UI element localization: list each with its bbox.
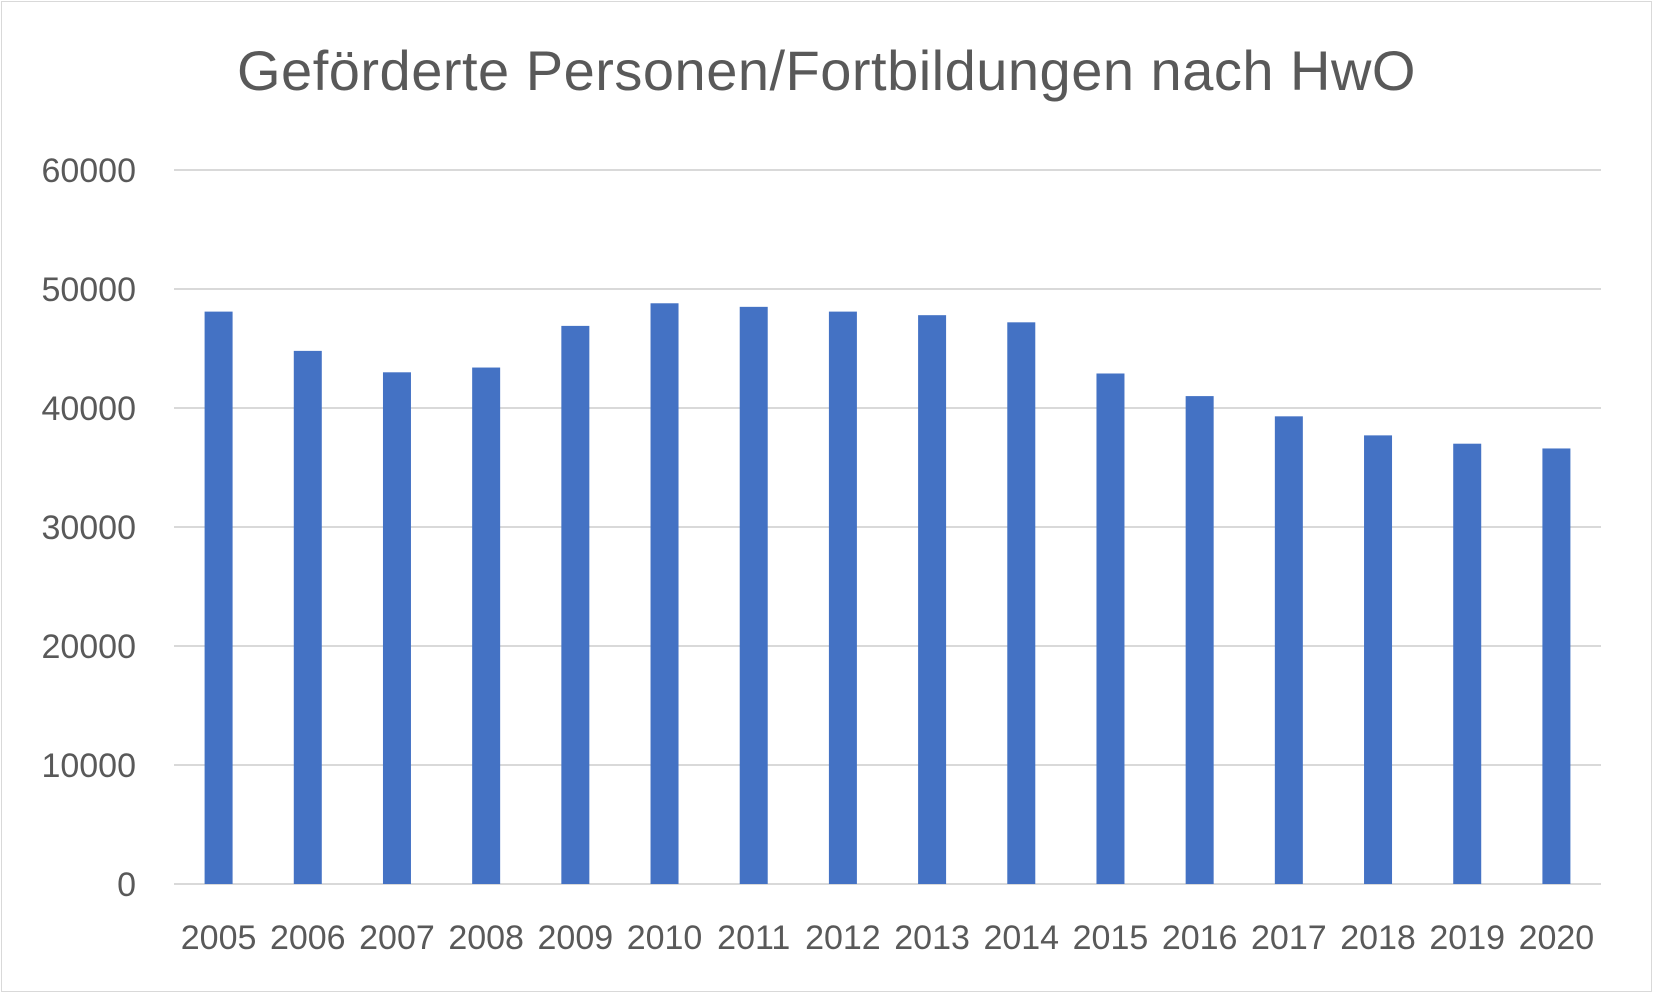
x-tick-label: 2014: [983, 919, 1059, 957]
y-tick-label: 10000: [41, 747, 136, 785]
bar-2013: [918, 315, 947, 884]
bar-2006: [293, 350, 322, 884]
bar-2010: [650, 303, 679, 884]
x-tick-label: 2010: [627, 919, 703, 957]
y-tick-label: 50000: [41, 271, 136, 309]
x-tick-label: 2015: [1073, 919, 1149, 957]
y-tick-label: 40000: [41, 390, 136, 428]
x-tick-label: 2006: [270, 919, 346, 957]
bar-2017: [1274, 416, 1303, 884]
x-tick-label: 2018: [1340, 919, 1416, 957]
x-tick-label: 2019: [1429, 919, 1505, 957]
x-axis-tick-labels: 2005 2006 2007 2008 2009 2010 2011 2012 2013 2014…: [181, 919, 1594, 957]
y-tick-label: 60000: [41, 152, 136, 190]
x-tick-label: 2016: [1162, 919, 1238, 957]
y-tick-label: 0: [117, 866, 136, 904]
bar-2014: [1007, 322, 1036, 884]
x-tick-label: 2020: [1519, 919, 1595, 957]
x-tick-label: 2012: [805, 919, 881, 957]
bar-2011: [739, 306, 768, 885]
x-tick-label: 2005: [181, 919, 257, 957]
bar-2015: [1096, 373, 1125, 884]
bar-2012: [828, 311, 857, 884]
x-tick-label: 2011: [717, 919, 790, 957]
y-tick-label: 20000: [41, 628, 136, 666]
bar-2009: [561, 325, 590, 884]
x-tick-label: 2008: [448, 919, 524, 957]
bar-2016: [1185, 396, 1214, 884]
bar-2018: [1364, 435, 1393, 884]
bar-2005: [204, 311, 233, 884]
bar-2020: [1542, 448, 1571, 884]
bar-2008: [472, 367, 501, 884]
bar-2019: [1453, 443, 1482, 884]
x-tick-label: 2017: [1251, 919, 1327, 957]
y-tick-label: 30000: [41, 509, 136, 547]
y-axis-tick-labels: 0 10000 20000 30000 40000 50000 60000: [41, 152, 136, 904]
gridlines: [174, 169, 1601, 885]
x-tick-label: 2009: [538, 919, 614, 957]
bar-2007: [382, 372, 411, 884]
x-tick-label: 2013: [894, 919, 970, 957]
x-tick-label: 2007: [359, 919, 435, 957]
chart-title: Geförderte Personen/Fortbildungen nach H…: [237, 39, 1416, 102]
bars: [204, 303, 1571, 885]
